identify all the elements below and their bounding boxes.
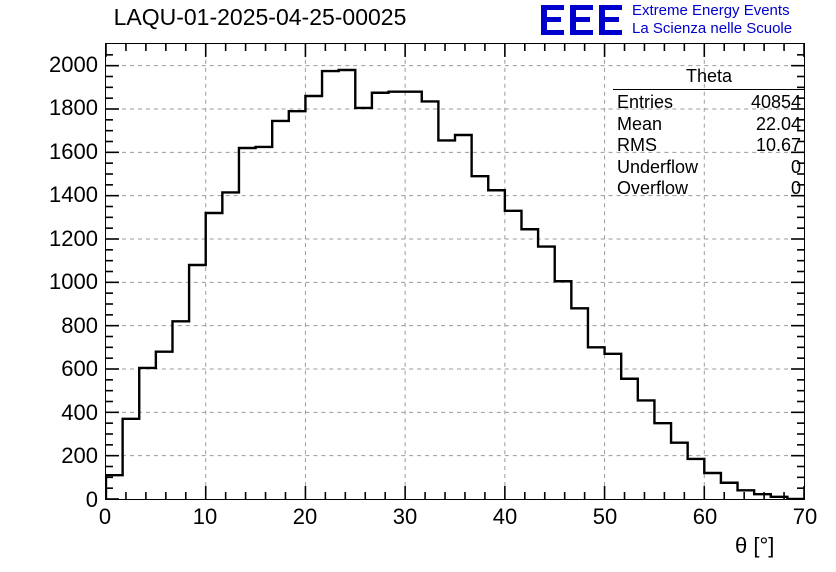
x-axis-title: θ [°] xyxy=(735,533,775,558)
page-title: LAQU-01-2025-04-25-00025 xyxy=(113,4,407,30)
stats-row-key: Entries xyxy=(617,92,674,112)
y-tick-label: 400 xyxy=(61,399,98,425)
x-axis-tick-labels: 0 10 20 30 40 50 60 70 xyxy=(0,502,836,536)
eee-logo: Extreme Energy Events La Scienza nelle S… xyxy=(540,2,836,40)
x-tick-label: 60 xyxy=(692,504,718,529)
y-tick-label: 2000 xyxy=(49,51,98,77)
stats-row: Mean 22.04 xyxy=(613,114,805,136)
y-tick-label: 1800 xyxy=(49,95,98,121)
stats-row-key: RMS xyxy=(617,135,657,155)
stats-row-key: Mean xyxy=(617,113,663,134)
stats-row: RMS 10.67 xyxy=(613,135,805,157)
y-tick-label: 0 xyxy=(85,487,98,512)
stats-row: Entries 40854 xyxy=(613,92,805,114)
eee-logo-text: Extreme Energy Events La Scienza nelle S… xyxy=(632,2,792,38)
eee-logo-mark xyxy=(541,5,622,35)
y-tick-label: 1000 xyxy=(49,269,98,295)
stats-row-value: 40854 xyxy=(750,92,801,112)
y-tick-label: 800 xyxy=(61,312,98,338)
stats-row-key: Underflow xyxy=(617,156,699,177)
y-tick-label: 600 xyxy=(61,356,98,382)
eee-logo-line1: Extreme Energy Events xyxy=(632,2,790,19)
y-tick-label: 1400 xyxy=(49,182,98,208)
y-tick-label: 200 xyxy=(61,443,98,469)
stats-row: Underflow 0 xyxy=(613,157,805,179)
x-tick-label: 20 xyxy=(292,504,318,529)
x-tick-label: 0 xyxy=(98,504,112,529)
stats-row-value: 10.67 xyxy=(755,135,801,155)
stats-box-title: Theta xyxy=(613,66,805,90)
eee-logo-line2: La Scienza nelle Scuole xyxy=(632,20,793,37)
y-axis-tick-labels: 0 200 400 600 800 1000 1200 1400 1600 1800 2000 xyxy=(0,43,98,512)
x-tick-label: 50 xyxy=(592,504,618,529)
plot-grid xyxy=(106,44,804,499)
stats-row-value: 0 xyxy=(790,178,801,198)
stats-row-value: 22.04 xyxy=(755,113,801,134)
y-tick-label: 1600 xyxy=(49,138,98,164)
x-tick-label: 10 xyxy=(192,504,218,529)
stats-row-key: Overflow xyxy=(617,178,689,198)
plot-frame xyxy=(105,43,805,500)
x-tick-label: 40 xyxy=(492,504,518,529)
stats-box-rows: Entries 40854 Mean 22.04 RMS 10.67 Underflow 0 O… xyxy=(613,92,805,200)
x-tick-label: 30 xyxy=(392,504,418,529)
stats-row-value: 0 xyxy=(790,156,801,177)
x-tick-label: 70 xyxy=(792,504,818,529)
histogram-series-theta xyxy=(106,68,804,499)
y-tick-label: 1200 xyxy=(49,225,98,251)
stats-row: Overflow 0 xyxy=(613,178,805,200)
stats-box: Theta Entries 40854 Mean 22.04 RMS 10.67 Under… xyxy=(613,66,805,200)
